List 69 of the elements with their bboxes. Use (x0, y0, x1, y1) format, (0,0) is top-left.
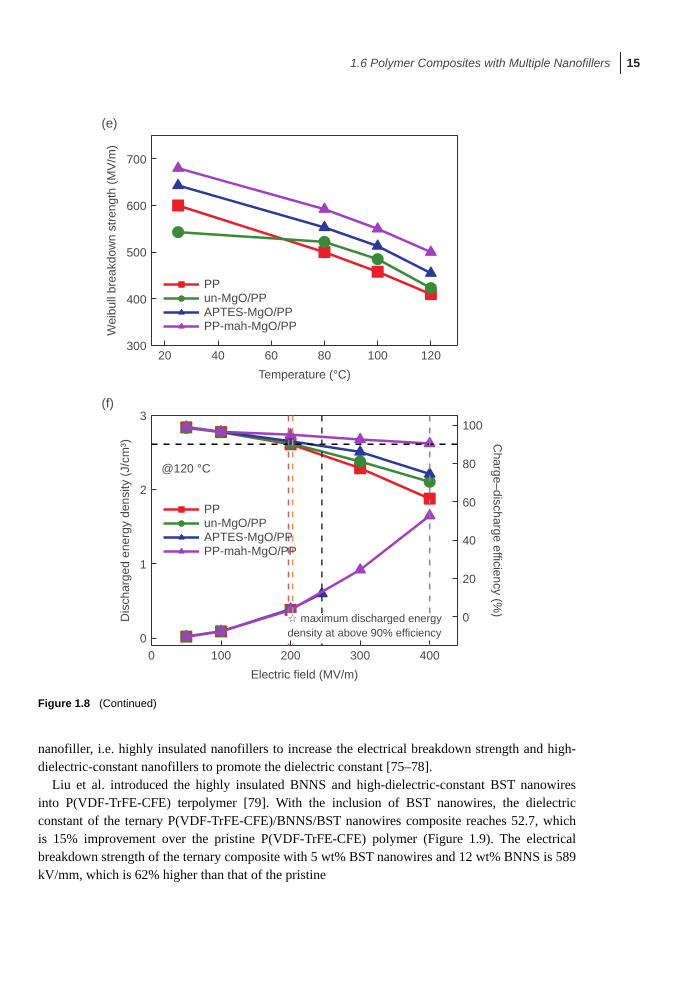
point (318, 236, 330, 248)
y2-tick-label: 40 (462, 534, 476, 548)
x-tick-label: 200 (280, 648, 301, 662)
point (318, 202, 330, 213)
y2-tick-label: 60 (462, 495, 476, 510)
legend-label: PP (204, 277, 222, 291)
legend-label: PP (204, 502, 222, 516)
x-tick-label: 40 (211, 348, 226, 362)
point (172, 161, 184, 172)
x-axis-title: Electric field (MV/m) (250, 668, 358, 682)
caption: Figure 1.8 (38, 698, 90, 710)
y2-tick-label: 80 (462, 456, 476, 471)
point (318, 220, 330, 232)
point (372, 266, 384, 278)
y-tick-label: 600 (126, 199, 147, 213)
point (172, 178, 184, 190)
x-tick-label: 100 (368, 348, 388, 362)
point (354, 562, 366, 574)
x-axis-title: Temperature (°C) (258, 368, 351, 382)
x-tick-label: 300 (350, 648, 370, 662)
y-axis-title: Weibull breakdown strength (MV/m) (104, 145, 118, 336)
y-tick-label: 0 (140, 632, 147, 646)
y-axis-title: Discharged energy density (J/cm³) (118, 439, 132, 622)
point (318, 246, 330, 258)
annotation: @120 °C (162, 462, 211, 476)
legend-label: PP-mah-MgO/PP (204, 319, 297, 333)
legend-label: un-MgO/PP (204, 291, 267, 305)
text: 1.6 Polymer Composites with Multiple Nanofillers (350, 56, 610, 70)
x-tick-label: 120 (420, 348, 442, 362)
point (424, 266, 437, 277)
y-tick-label: 2 (140, 483, 147, 498)
y2-tick-label: 0 (462, 610, 470, 624)
point (424, 492, 436, 505)
y-tick-label: 400 (126, 292, 147, 306)
y-tick-label: 500 (126, 246, 147, 260)
x-tick-label: 80 (318, 348, 332, 362)
point (372, 239, 384, 250)
y-tick-label: 1 (140, 557, 147, 572)
x-tick-label: 100 (211, 648, 232, 662)
point (424, 282, 437, 294)
x-tick-label: 400 (420, 648, 440, 662)
point (172, 200, 184, 212)
text: (Continued) (99, 698, 157, 710)
legend-label: APTES-MgO/PP (204, 530, 293, 544)
legend-label: APTES-MgO/PP (204, 305, 293, 319)
legend-label: un-MgO/PP (204, 516, 267, 530)
text: 15 (620, 52, 640, 74)
chart-title: (e) (102, 116, 118, 130)
chart-title: (f) (102, 396, 114, 410)
y-tick-label: 300 (126, 339, 147, 353)
point (172, 226, 184, 238)
point (372, 222, 384, 233)
y2-tick-label: 20 (462, 572, 476, 586)
y-tick-label: 700 (126, 152, 147, 166)
y2-axis-title: Charge–discharge efficiency (%) (490, 444, 505, 618)
point (354, 456, 366, 468)
annotation: ☆ maximum discharged energy density at above 90% efficiency (288, 613, 442, 640)
x-tick-label: 20 (158, 348, 172, 362)
legend-label: PP-mah-MgO/PP (204, 544, 297, 558)
point (354, 445, 366, 456)
point (372, 253, 384, 266)
text: Liu et al. introduced the highly insulated BNNS and high-dielectric-constant BST nanowires into P(VDF-TrFE-CFE) terpolymer [79]. With the inclusion of BST nanowires, the dielectric constant of the ternary P(VDF-TrFE-CFE)/BNNS/BST nanowires composite reaches 52.7, which is 15% improvement over the pristine P(VDF-TrFE-CFE) polymer (Figure 1.9). The electrical breakdown strength of the ternary composite with 5 wt% BST nanowires and 12 wt% BNNS is 589 kV/mm, which is 62% higher than that of the pristine (38, 776, 576, 884)
x-tick-label: 60 (264, 348, 278, 362)
point (354, 432, 366, 444)
point (424, 245, 437, 256)
y2-tick-label: 100 (462, 418, 483, 433)
text: nanofiller, i.e. highly insulated nanofillers to increase the electrical breakdown strength and high-dielectric-constant nanofillers to promote the dielectric constant [75–78]. (38, 740, 576, 776)
y-tick-label: 3 (140, 409, 147, 423)
x-tick-label: 0 (148, 648, 156, 662)
